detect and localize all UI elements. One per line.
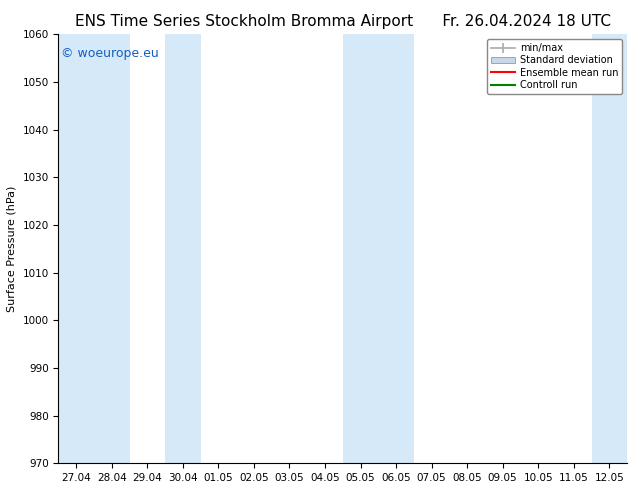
Bar xyxy=(165,34,200,464)
Bar xyxy=(343,34,414,464)
Bar xyxy=(58,34,129,464)
Legend: min/max, Standard deviation, Ensemble mean run, Controll run: min/max, Standard deviation, Ensemble me… xyxy=(487,39,622,94)
Text: © woeurope.eu: © woeurope.eu xyxy=(61,47,159,60)
Title: ENS Time Series Stockholm Bromma Airport      Fr. 26.04.2024 18 UTC: ENS Time Series Stockholm Bromma Airport… xyxy=(75,14,611,29)
Bar xyxy=(592,34,627,464)
Y-axis label: Surface Pressure (hPa): Surface Pressure (hPa) xyxy=(7,186,17,312)
